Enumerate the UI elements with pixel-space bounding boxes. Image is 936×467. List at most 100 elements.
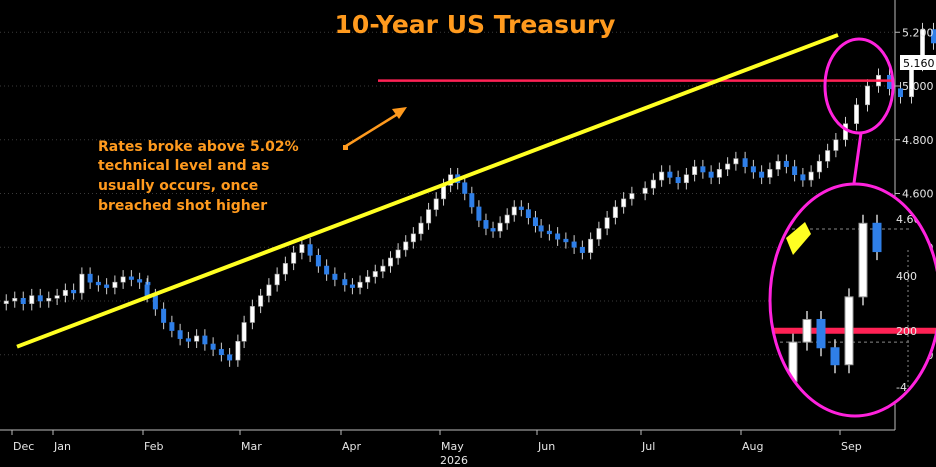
- x-tick-label: Dec: [13, 440, 34, 453]
- x-tick-label: Sep: [841, 440, 862, 453]
- x-tick-label: Apr: [342, 440, 362, 453]
- candle: [490, 228, 496, 232]
- zoom-candle: [858, 222, 868, 298]
- candle: [476, 206, 482, 221]
- candle: [683, 174, 689, 184]
- y-tick-label: 4.800: [902, 134, 934, 147]
- candle: [249, 306, 255, 323]
- candle: [792, 166, 798, 175]
- candle: [128, 276, 134, 280]
- candle: [79, 273, 85, 294]
- candle: [282, 263, 288, 275]
- x-axis: Dec Jan Feb Mar Apr May Jun Jul Aug Sep 2026: [0, 429, 895, 467]
- last-price-tag-box: [900, 55, 936, 70]
- zoom-candle: [802, 318, 812, 343]
- candle: [629, 193, 635, 200]
- trendline: [16, 33, 839, 349]
- candle: [357, 281, 363, 288]
- candle: [332, 273, 338, 280]
- annotation-bullet: [343, 145, 348, 150]
- candle: [716, 169, 722, 178]
- candle: [864, 85, 870, 106]
- candle: [365, 276, 371, 283]
- candle: [410, 233, 416, 243]
- candle: [235, 341, 241, 361]
- candle: [202, 335, 208, 345]
- candle: [210, 343, 216, 350]
- candle: [185, 338, 191, 342]
- candle: [612, 206, 618, 218]
- zoom-candle: [830, 347, 840, 366]
- zoom-tick-label: 200: [896, 325, 917, 338]
- candle: [759, 171, 765, 178]
- candle: [775, 160, 781, 170]
- candle: [307, 244, 313, 256]
- chart-title: 10-Year US Treasury: [335, 10, 616, 39]
- candle: [29, 295, 35, 304]
- last-price-tag: 5.160: [900, 55, 936, 70]
- candle: [342, 279, 348, 286]
- candle: [218, 349, 224, 356]
- candle: [596, 228, 602, 240]
- year-label: 2026: [440, 454, 468, 467]
- x-tick-label: Mar: [241, 440, 262, 453]
- zoom-candle: [872, 222, 882, 253]
- candle: [767, 169, 773, 178]
- candle: [241, 322, 247, 342]
- candle: [511, 206, 517, 216]
- candle: [46, 298, 52, 302]
- candle: [538, 225, 544, 232]
- candle: [112, 281, 118, 288]
- candle: [274, 273, 280, 286]
- candle: [54, 295, 60, 299]
- candle: [349, 284, 355, 288]
- candle: [20, 298, 26, 304]
- zoom-inset-background: [770, 184, 936, 416]
- y-tick-label: 5.200: [902, 26, 934, 39]
- candle: [169, 322, 175, 331]
- candle: [12, 298, 18, 302]
- y-tick-label: 5.000: [902, 80, 934, 93]
- candle: [299, 244, 305, 253]
- x-tick-label: Jan: [53, 440, 71, 453]
- candle: [104, 284, 110, 288]
- x-tick-label: May: [441, 440, 464, 453]
- annotation-line: usually occurs, once: [98, 178, 258, 194]
- candle: [194, 335, 200, 342]
- zoom-inset-border: [768, 182, 936, 418]
- candle: [469, 193, 475, 208]
- candle: [87, 273, 93, 283]
- candle: [708, 171, 714, 178]
- candle: [742, 158, 748, 167]
- candle: [700, 166, 706, 173]
- candle: [71, 289, 77, 294]
- candle: [227, 354, 233, 361]
- candle: [258, 295, 264, 307]
- candle: [3, 300, 9, 304]
- x-tick-label: Aug: [742, 440, 763, 453]
- last-price-label: 5.160: [903, 57, 935, 70]
- candle: [266, 284, 272, 296]
- candle: [825, 150, 831, 162]
- candle: [315, 255, 321, 267]
- annotation-line: breached shot higher: [98, 198, 267, 214]
- candle: [853, 104, 859, 124]
- candle: [525, 209, 531, 218]
- candle: [642, 187, 648, 194]
- candle: [152, 295, 158, 310]
- candle: [37, 295, 43, 302]
- candle: [161, 308, 167, 323]
- candle: [783, 160, 789, 167]
- annotation: Rates broke above 5.02% technical level …: [98, 139, 299, 214]
- candle: [380, 265, 386, 272]
- candle: [504, 214, 510, 224]
- x-tick-label: Feb: [144, 440, 163, 453]
- candle: [675, 177, 681, 184]
- candle: [441, 185, 447, 200]
- candle: [808, 171, 814, 181]
- candle: [95, 281, 101, 286]
- annotation-arrow: [345, 110, 402, 148]
